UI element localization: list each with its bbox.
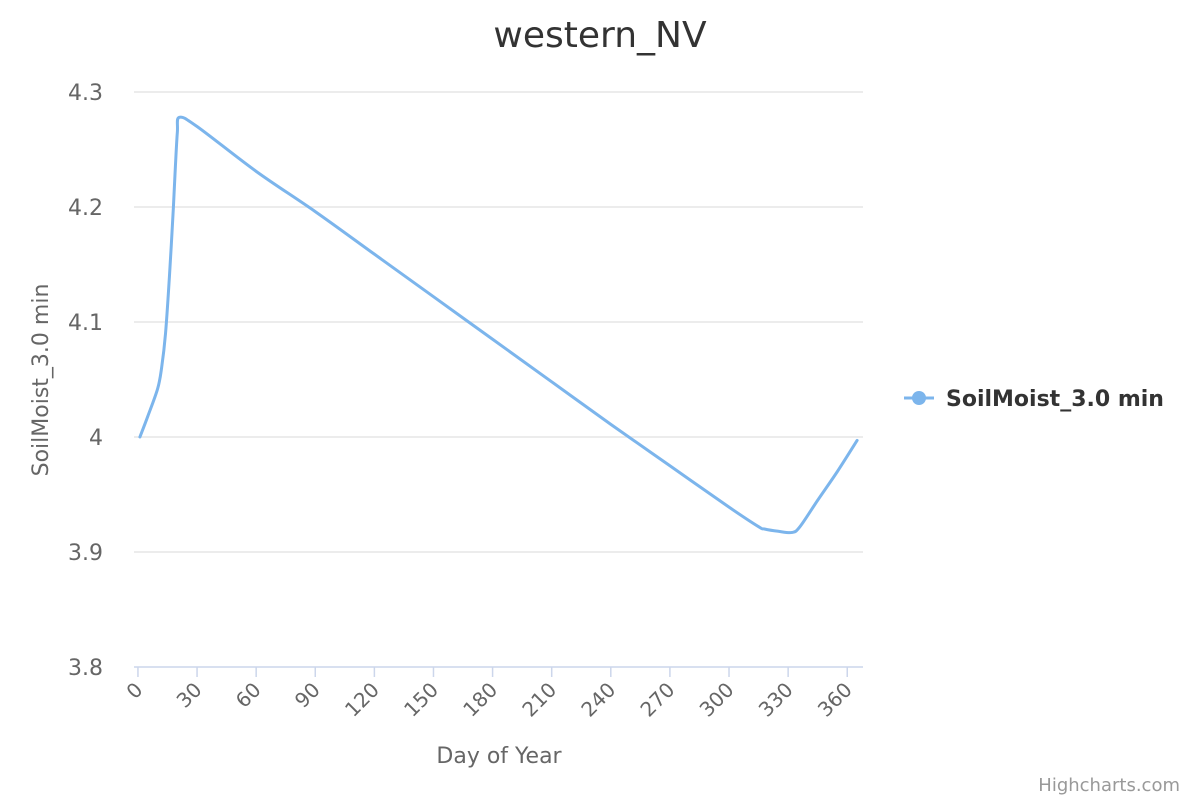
data-point[interactable] [161,329,171,339]
y-tick-label: 4.3 [68,81,103,106]
data-point[interactable] [164,271,174,281]
data-point[interactable] [310,207,320,217]
data-point[interactable] [174,112,184,122]
x-axis-title: Day of Year [436,744,562,769]
y-tick-label: 4.2 [68,196,103,221]
data-point[interactable] [143,411,153,421]
chart-title: western_NV [493,15,707,56]
data-point[interactable] [795,522,805,532]
data-point[interactable] [157,363,167,373]
data-point[interactable] [488,334,498,344]
data-point[interactable] [135,432,145,442]
data-point[interactable] [428,292,438,302]
data-point[interactable] [547,377,557,387]
data-point[interactable] [852,435,862,445]
y-axis-title: SoilMoist_3.0 min [29,284,54,477]
data-point[interactable] [369,249,379,259]
y-axis-labels: 3.8 3.9 4 4.1 4.2 4.3 [68,81,103,681]
data-point[interactable] [724,502,734,512]
data-point[interactable] [759,524,769,534]
x-axis [134,666,863,677]
data-point[interactable] [192,122,202,132]
data-point[interactable] [773,526,783,536]
credits-link[interactable]: Highcharts.com [1038,775,1180,796]
series-line[interactable] [138,115,859,535]
data-point[interactable] [813,495,823,505]
data-point[interactable] [251,166,261,176]
legend-marker-symbol [912,391,926,405]
data-point[interactable] [153,384,163,394]
y-tick-label: 3.9 [68,541,103,566]
grid-lines [134,91,863,553]
y-tick-label: 3.8 [68,656,103,681]
data-point[interactable] [170,162,180,172]
legend[interactable]: SoilMoist_3.0 min [904,387,1164,412]
data-point[interactable] [172,127,182,137]
data-point[interactable] [606,419,616,429]
data-point[interactable] [665,461,675,471]
series-group[interactable] [135,112,862,537]
data-point[interactable] [832,467,842,477]
legend-item-label[interactable]: SoilMoist_3.0 min [946,387,1164,412]
data-point[interactable] [168,202,178,212]
y-tick-label: 4.1 [68,311,103,336]
y-tick-label: 4 [89,426,103,451]
